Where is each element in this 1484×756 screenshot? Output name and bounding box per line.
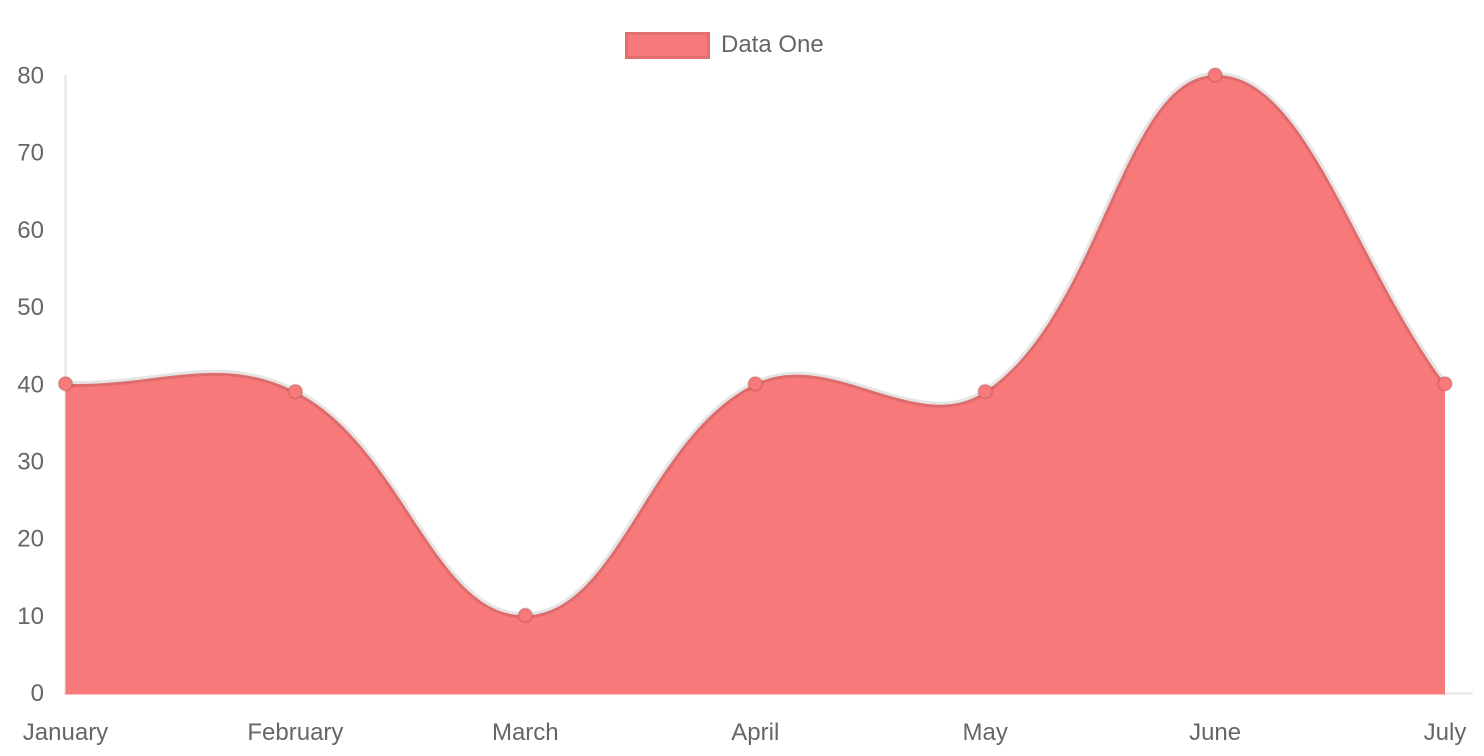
x-axis-tick-label: March (492, 719, 559, 746)
legend-swatch (625, 31, 710, 59)
y-axis-tick-label: 30 (17, 448, 44, 475)
y-axis-tick-label: 0 (31, 680, 44, 707)
legend-label: Data One (721, 31, 824, 58)
y-axis-tick-label: 80 (17, 63, 44, 90)
legend-item-data-one[interactable]: Data One (625, 31, 824, 59)
data-point[interactable] (1207, 67, 1224, 83)
x-axis-tick-label: April (731, 719, 779, 746)
y-axis-tick-label: 70 (17, 140, 44, 167)
y-axis-tick-label: 10 (17, 603, 44, 630)
data-point[interactable] (287, 383, 304, 400)
data-point[interactable] (747, 375, 764, 392)
data-point[interactable] (517, 607, 534, 624)
x-axis-tick-label: February (247, 719, 343, 746)
y-axis-tick-label: 40 (17, 371, 44, 398)
y-axis-tick-label: 20 (17, 526, 44, 553)
y-axis-tick-label: 60 (17, 217, 44, 244)
x-axis-tick-label: July (1424, 719, 1467, 746)
x-axis-tick-label: June (1189, 719, 1241, 746)
y-axis-tick-label: 50 (17, 294, 44, 321)
x-axis-tick-label: May (963, 719, 1008, 746)
data-point[interactable] (1437, 375, 1453, 392)
x-axis-tick-label: January (23, 719, 108, 746)
data-point[interactable] (977, 383, 994, 400)
data-point[interactable] (57, 375, 74, 392)
